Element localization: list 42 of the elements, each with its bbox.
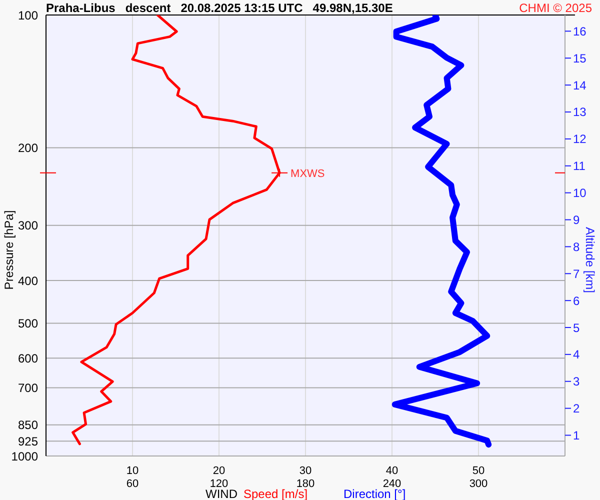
x-tick-label: 20 <box>212 465 226 477</box>
y2-tick-label: 5 <box>573 320 580 335</box>
y2-tick-label: 1 <box>573 428 580 443</box>
x-tick-label: 10 <box>126 465 139 477</box>
chart-title: Praha-Libus descent 20.08.2025 13:15 UTC 49.98N,15.30E <box>46 1 393 15</box>
y2-tick-label: 4 <box>573 348 580 362</box>
x2-tick-label: 300 <box>469 478 488 490</box>
x2-tick-label: 180 <box>296 478 315 490</box>
y2-tick-label: 10 <box>573 186 587 200</box>
x-tick-label: 30 <box>299 465 312 477</box>
y-tick-label: 200 <box>18 141 38 156</box>
y2-tick-label: 7 <box>573 266 580 281</box>
annotation: CHMI © 2025 <box>519 1 592 15</box>
y-tick-label: 700 <box>18 380 38 395</box>
y-tick-label: 100 <box>18 8 38 22</box>
y-tick-label: 500 <box>18 316 38 331</box>
y-tick-label: 850 <box>18 418 38 432</box>
y-tick-label: 925 <box>18 434 38 448</box>
y2-tick-label: 3 <box>573 374 580 389</box>
annotation: MXWS <box>290 168 325 180</box>
y2-tick-label: 8 <box>573 240 580 254</box>
y-tick-label: 400 <box>18 274 38 288</box>
y2-tick-label: 6 <box>573 294 580 308</box>
y-tick-label: 300 <box>18 218 38 233</box>
x-tick-label: 40 <box>386 465 398 477</box>
y2-tick-label: 9 <box>573 213 580 227</box>
y2-axis-title: Altitude [km] <box>583 226 597 294</box>
y2-tick-label: 14 <box>573 78 587 92</box>
y2-tick-label: 16 <box>573 24 587 38</box>
y2-tick-label: 15 <box>573 51 587 66</box>
y-tick-label: 1000 <box>11 449 38 464</box>
y2-tick-label: 12 <box>573 132 587 146</box>
y-tick-label: 600 <box>18 351 38 366</box>
y2-tick-label: 13 <box>573 105 587 120</box>
x2-tick-label: 60 <box>126 478 139 490</box>
x-axis-title: WIND <box>206 487 238 500</box>
y2-tick-label: 11 <box>573 159 586 174</box>
x2-tick-label: 240 <box>382 478 402 490</box>
x2-tick-label: 120 <box>210 478 228 490</box>
y2-tick-label: 2 <box>573 402 580 416</box>
x-tick-label: 50 <box>472 465 485 477</box>
y-axis-title: Pressure [hPa] <box>2 210 16 290</box>
